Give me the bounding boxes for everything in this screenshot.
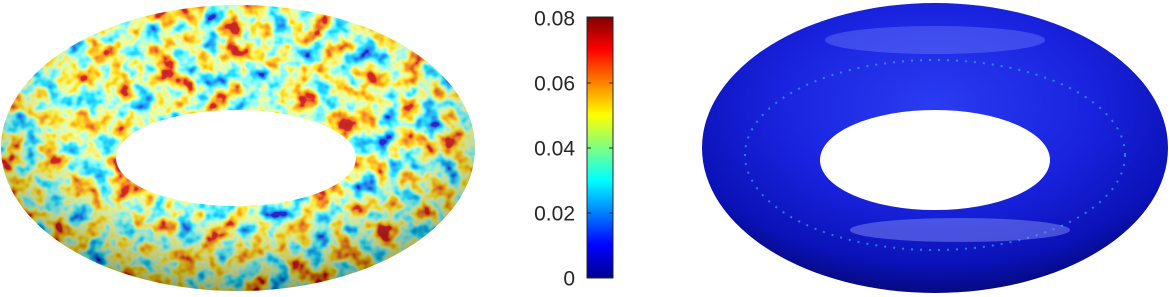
colorbar-tick-label: 0.08 (534, 8, 575, 31)
colorbar (586, 16, 614, 279)
right-torus (702, 3, 1168, 293)
colorbar-tick-label: 0.02 (534, 203, 575, 226)
colorbar-scale (586, 16, 614, 279)
colorbar-tick-label: 0.04 (534, 138, 575, 161)
left-torus (0, 4, 476, 292)
colorbar-tick-label: 0 (563, 268, 575, 291)
colorbar-tick-label: 0.06 (534, 73, 575, 96)
